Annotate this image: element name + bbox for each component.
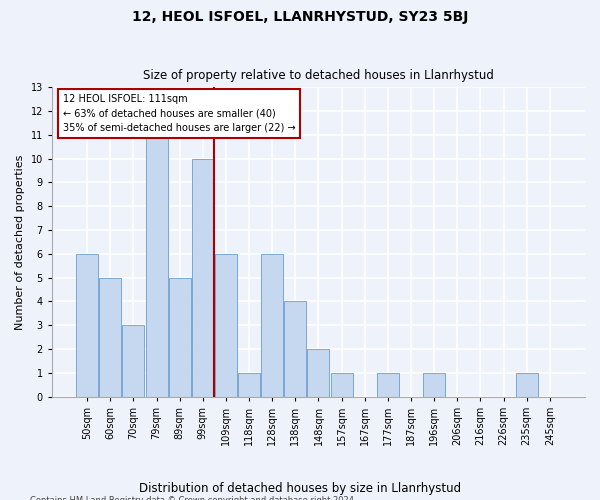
Bar (261, 254, 283, 396)
Bar (215, 254, 237, 396)
Bar (307, 349, 329, 397)
Bar (377, 373, 399, 396)
Bar (100, 278, 121, 396)
Bar (331, 373, 353, 396)
Bar (515, 373, 538, 396)
Text: Contains HM Land Registry data © Crown copyright and database right 2024.: Contains HM Land Registry data © Crown c… (30, 496, 356, 500)
Bar (122, 325, 145, 396)
Y-axis label: Number of detached properties: Number of detached properties (15, 154, 25, 330)
Bar (423, 373, 445, 396)
Bar (238, 373, 260, 396)
Text: 12 HEOL ISFOEL: 111sqm
← 63% of detached houses are smaller (40)
35% of semi-det: 12 HEOL ISFOEL: 111sqm ← 63% of detached… (62, 94, 295, 133)
Title: Size of property relative to detached houses in Llanrhystud: Size of property relative to detached ho… (143, 69, 494, 82)
Bar (169, 278, 191, 396)
Text: Distribution of detached houses by size in Llanrhystud: Distribution of detached houses by size … (139, 482, 461, 495)
Bar (76, 254, 98, 396)
Bar (284, 302, 307, 396)
Bar (192, 158, 214, 396)
Bar (146, 135, 167, 396)
Text: 12, HEOL ISFOEL, LLANRHYSTUD, SY23 5BJ: 12, HEOL ISFOEL, LLANRHYSTUD, SY23 5BJ (132, 10, 468, 24)
